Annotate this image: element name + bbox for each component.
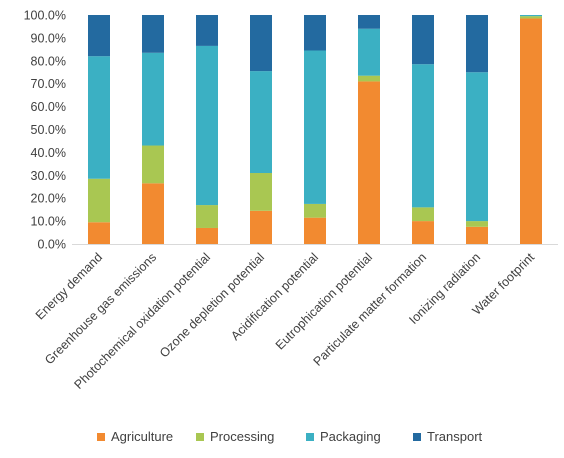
bar-segment-processing bbox=[142, 145, 164, 184]
bar-segment-packaging bbox=[88, 56, 110, 179]
x-tick-label: Particulate matter formation bbox=[311, 250, 429, 368]
y-tick-label: 0.0% bbox=[38, 238, 67, 252]
bar-segment-processing bbox=[358, 75, 380, 82]
bar-segment-packaging bbox=[304, 50, 326, 204]
bar-segment-processing bbox=[88, 178, 110, 223]
y-tick-label: 10.0% bbox=[31, 215, 66, 229]
x-tick-label: Eutrophication potential bbox=[273, 250, 375, 352]
y-tick-label: 50.0% bbox=[31, 123, 66, 137]
bar-segment-packaging bbox=[412, 64, 434, 208]
bar-segment-processing bbox=[196, 205, 218, 228]
bar-segment-agriculture bbox=[304, 217, 326, 244]
y-tick-label: 20.0% bbox=[31, 192, 66, 206]
legend-label-agriculture: Agriculture bbox=[111, 429, 173, 444]
bar-segment-packaging bbox=[196, 45, 218, 206]
legend-label-packaging: Packaging bbox=[320, 429, 381, 444]
bar-stacks bbox=[88, 15, 542, 245]
legend-swatch-processing bbox=[196, 433, 204, 441]
y-tick-label: 80.0% bbox=[31, 54, 66, 68]
bar-segment-processing bbox=[412, 207, 434, 222]
y-tick-label: 100.0% bbox=[24, 9, 66, 23]
y-axis: 0.0% 10.0% 20.0% 30.0% 40.0% 50.0% 60.0% 70.0% 8… bbox=[24, 9, 66, 252]
bar-segment-transport bbox=[304, 15, 326, 51]
bar-segment-transport bbox=[88, 15, 110, 57]
y-tick-label: 40.0% bbox=[31, 146, 66, 160]
bar-segment-transport bbox=[412, 15, 434, 65]
bar-segment-packaging bbox=[358, 28, 380, 76]
bar-segment-packaging bbox=[250, 71, 272, 174]
bar-segment-transport bbox=[196, 15, 218, 46]
y-tick-label: 90.0% bbox=[31, 31, 66, 45]
y-tick-label: 30.0% bbox=[31, 169, 66, 183]
bar-segment-agriculture bbox=[88, 222, 110, 244]
x-tick-label: Ozone depletion potential bbox=[157, 250, 267, 360]
bar-segment-agriculture bbox=[196, 227, 218, 244]
bar-segment-processing bbox=[520, 16, 542, 19]
x-tick-label: Greenhouse gas emissions bbox=[42, 250, 159, 367]
legend-label-transport: Transport bbox=[427, 429, 483, 444]
bar-segment-transport bbox=[466, 15, 488, 73]
legend-label-processing: Processing bbox=[210, 429, 274, 444]
y-tick-label: 60.0% bbox=[31, 100, 66, 114]
bar-segment-agriculture bbox=[466, 226, 488, 244]
bar-segment-transport bbox=[358, 15, 380, 29]
bar-segment-processing bbox=[250, 173, 272, 211]
bar-segment-transport bbox=[142, 15, 164, 53]
bar-segment-agriculture bbox=[358, 81, 380, 244]
bar-segment-agriculture bbox=[412, 221, 434, 244]
bar-segment-transport bbox=[250, 15, 272, 72]
legend-swatch-transport bbox=[413, 433, 421, 441]
legend: Agriculture Processing Packaging Transport bbox=[97, 429, 483, 444]
bar-segment-agriculture bbox=[250, 210, 272, 244]
bar-segment-agriculture bbox=[520, 18, 542, 245]
bar-segment-agriculture bbox=[142, 183, 164, 244]
bar-segment-packaging bbox=[466, 72, 488, 222]
bar-segment-processing bbox=[466, 221, 488, 227]
bar-segment-packaging bbox=[520, 15, 542, 17]
legend-swatch-agriculture bbox=[97, 433, 105, 441]
bar-segment-processing bbox=[304, 203, 326, 218]
legend-swatch-packaging bbox=[306, 433, 314, 441]
bar-segment-packaging bbox=[142, 52, 164, 146]
y-tick-label: 70.0% bbox=[31, 77, 66, 91]
